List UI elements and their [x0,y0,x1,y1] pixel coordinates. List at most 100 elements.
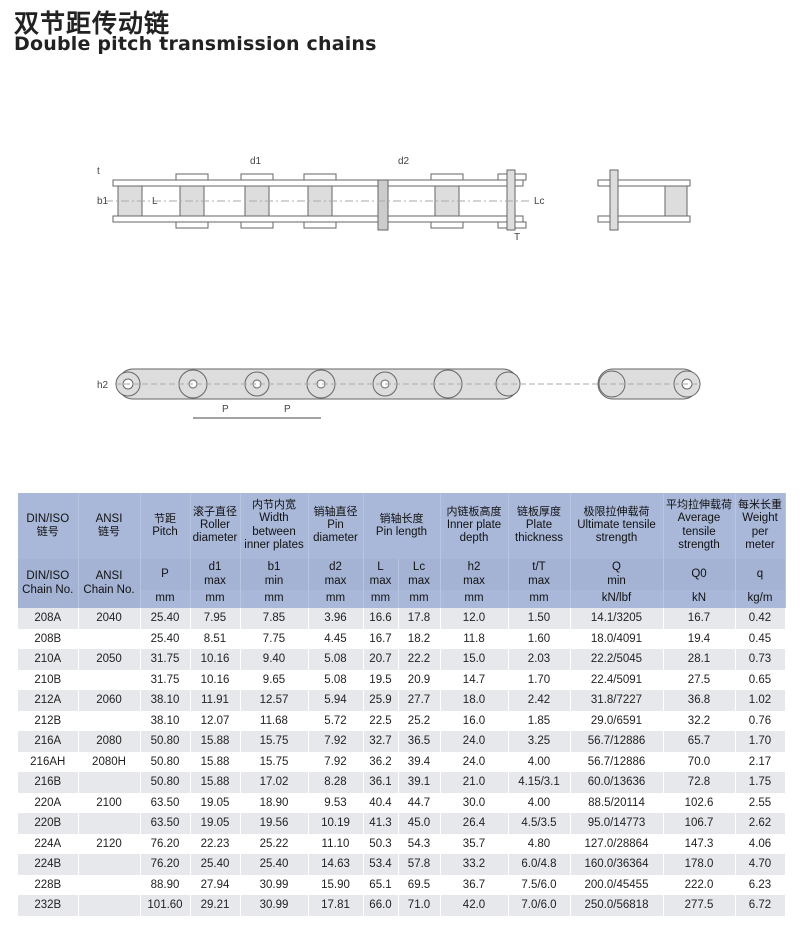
unit-roller: mm [190,590,241,608]
table-cell: 9.53 [308,792,364,813]
table-cell: 160.0/36364 [570,854,664,875]
table-cell: 14.7 [440,669,509,690]
table-cell: 216A [18,731,79,752]
table-cell: 7.85 [240,608,309,629]
table-cell: 15.75 [240,731,309,752]
table-cell: 220A [18,792,79,813]
table-cell: 5.94 [308,690,364,711]
table-cell: 31.8/7227 [570,690,664,711]
table-cell: 95.0/14773 [570,813,664,834]
table-cell: 15.88 [190,751,241,772]
table-cell: 16.6 [363,608,399,629]
table-row: 208B 25.40 8.51 7.75 4.45 16.7 18.2 11.8 1.60 18.… [18,628,786,649]
chain-diagram: t b1 L d1 d2 Lc T h2 P P [97,156,701,419]
header-ultimate: 极限拉伸载荷 Ultimate tensile strength [570,493,664,559]
header-pin-length: 销轴长度 Pin length [363,493,441,559]
table-cell: 17.81 [308,895,364,916]
sym-width: b1 min [240,559,309,590]
table-cell: 10.16 [190,649,241,670]
table-row: 224A 2120 76.20 22.23 25.22 11.10 50.3 54.3 35.7… [18,833,786,854]
table-row: 216AH 2080H 50.80 15.88 15.75 7.92 36.2 39.4 24.… [18,751,786,772]
label-d2: d2 [398,156,410,167]
table-cell: 36.7 [440,874,509,895]
table-cell: 29.0/6591 [570,710,664,731]
header-width: 内节内宽 Width between inner plates [240,493,309,559]
unit-pin-diameter: mm [308,590,364,608]
table-cell: 1.70 [735,731,786,752]
table-cell: 36.2 [363,751,399,772]
table-cell [78,895,141,916]
table-cell: 25.22 [240,833,309,854]
header-pitch: 节距 Pitch [140,493,191,559]
table-cell: 38.10 [140,710,191,731]
table-cell: 228B [18,874,79,895]
table-cell: 76.20 [140,833,191,854]
sym-pin-diameter: d2 max [308,559,364,590]
sym-weight: q [735,559,786,590]
table-row: 220A 2100 63.50 19.05 18.90 9.53 40.4 44.7 30.0 4… [18,792,786,813]
table-cell: 6.72 [735,895,786,916]
unit-plate-thickness: mm [508,590,571,608]
table-cell: 5.08 [308,649,364,670]
label-h2: h2 [97,380,109,391]
table-cell: 22.2/5045 [570,649,664,670]
unit-ultimate: kN/lbf [570,590,664,608]
table-cell: 7.0/6.0 [508,895,571,916]
table-cell: 22.5 [363,710,399,731]
table-cell: 4.70 [735,854,786,875]
table-cell [78,813,141,834]
table-cell: 21.0 [440,772,509,793]
label-T: T [514,232,520,243]
table-cell: 7.92 [308,751,364,772]
table-cell: 15.0 [440,649,509,670]
table-cell: 101.60 [140,895,191,916]
table-cell: 277.5 [663,895,736,916]
table-cell [78,854,141,875]
table-cell: 2100 [78,792,141,813]
table-cell: 30.0 [440,792,509,813]
table-cell: 24.0 [440,731,509,752]
table-cell: 4.00 [508,792,571,813]
table-cell: 2050 [78,649,141,670]
table-cell: 27.94 [190,874,241,895]
table-cell: 66.0 [363,895,399,916]
table-cell: 36.5 [398,731,441,752]
header-average: 平均拉伸载荷 Average tensile strength [663,493,736,559]
table-cell: 56.7/12886 [570,731,664,752]
table-cell: 19.5 [363,669,399,690]
unit-pitch: mm [140,590,191,608]
label-Lc: Lc [534,196,545,207]
table-cell: 11.68 [240,710,309,731]
table-cell: 32.2 [663,710,736,731]
table-cell: 224A [18,833,79,854]
table-cell: 2.03 [508,649,571,670]
table-cell: 63.50 [140,813,191,834]
table-cell: 178.0 [663,854,736,875]
table-cell: 15.90 [308,874,364,895]
table-cell: 36.1 [363,772,399,793]
table-cell: 8.28 [308,772,364,793]
table-cell: 12.0 [440,608,509,629]
table-cell: 106.7 [663,813,736,834]
table-cell: 232B [18,895,79,916]
table-cell: 0.45 [735,628,786,649]
table-cell: 27.5 [663,669,736,690]
table-cell: 39.4 [398,751,441,772]
label-d1: d1 [250,156,262,167]
table-cell: 208B [18,628,79,649]
table-cell: 53.4 [363,854,399,875]
table-cell: 69.5 [398,874,441,895]
label-b1: b1 [97,196,109,207]
table-cell: 216B [18,772,79,793]
table-cell: 19.4 [663,628,736,649]
table-cell: 17.8 [398,608,441,629]
table-cell: 7.95 [190,608,241,629]
table-cell: 2080H [78,751,141,772]
table-cell: 2.17 [735,751,786,772]
table-cell: 7.92 [308,731,364,752]
table-cell: 25.2 [398,710,441,731]
table-cell: 70.0 [663,751,736,772]
table-cell: 2080 [78,731,141,752]
